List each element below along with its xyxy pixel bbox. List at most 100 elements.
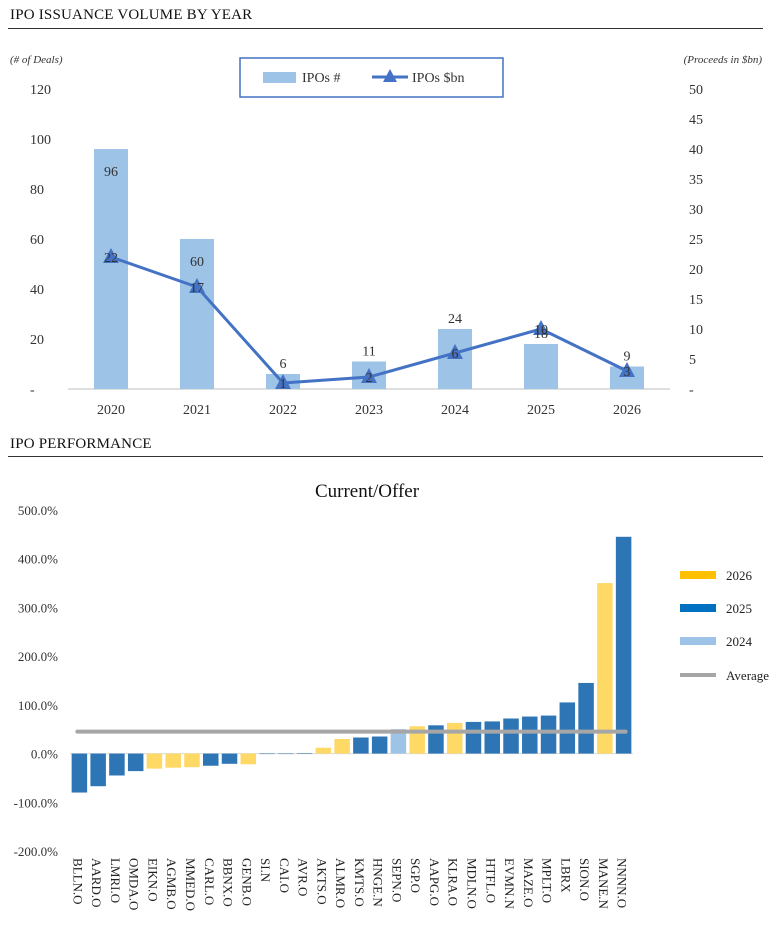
performance-bar — [165, 753, 181, 768]
legend-label: 2024 — [726, 634, 753, 649]
y-tick-label: 100.0% — [18, 698, 58, 713]
right-tick-label: 35 — [689, 173, 703, 188]
legend-label-bar: IPOs # — [302, 71, 341, 86]
x-tick-label: BLLN.O — [70, 858, 85, 905]
legend-label: 2026 — [726, 568, 753, 583]
performance-bar — [428, 725, 444, 754]
left-tick-label: 20 — [30, 333, 44, 348]
left-tick-label: 60 — [30, 233, 44, 248]
performance-bar — [240, 753, 257, 765]
left-tick-label: 80 — [30, 183, 44, 198]
x-tick-label: MANE.N — [596, 858, 611, 910]
y-tick-label: 0.0% — [31, 747, 58, 762]
line-data-label: 22 — [104, 251, 118, 266]
x-tick-label: SGP.O — [408, 858, 423, 893]
x-tick-label: KMTS.O — [352, 858, 367, 907]
bar-ipo-count — [180, 239, 214, 389]
right-tick-label: 25 — [689, 233, 703, 248]
proceeds-marker — [275, 374, 291, 389]
x-tick-label: KLRA.O — [446, 858, 461, 906]
bar-data-label: 18 — [534, 327, 548, 342]
y-tick-label: -100.0% — [14, 795, 59, 810]
right-tick-label: 15 — [689, 293, 703, 308]
x-tick-label: AGMB.O — [164, 858, 179, 910]
x-tick-label: MDLN.O — [464, 858, 479, 909]
x-tick-label: CAI.O — [277, 858, 292, 893]
performance-section-rule — [8, 456, 763, 457]
performance-bar — [109, 753, 125, 776]
x-tick-label: 2026 — [613, 403, 641, 418]
performance-bar — [296, 753, 313, 754]
legend-label: 2025 — [726, 601, 752, 616]
performance-section-title: IPO PERFORMANCE — [10, 436, 152, 452]
legend-label-line: IPOs $bn — [412, 71, 465, 86]
x-tick-label: ALMR.O — [333, 858, 348, 908]
right-tick-label: 50 — [689, 83, 703, 98]
legend-swatch — [680, 637, 716, 645]
proceeds-marker — [619, 362, 635, 377]
x-tick-label: SEPN.O — [389, 858, 404, 902]
right-tick-label: 5 — [689, 353, 696, 368]
volume-section-rule — [8, 28, 763, 29]
right-tick-label: 30 — [689, 203, 703, 218]
performance-bar — [559, 702, 576, 754]
x-tick-label: 2023 — [355, 403, 383, 418]
x-tick-label: 2021 — [183, 403, 211, 418]
x-tick-label: EVMN.N — [502, 858, 517, 910]
bar-data-label: 96 — [104, 165, 118, 180]
performance-bar — [353, 737, 369, 754]
chart-legend: IPOs # IPOs $bn — [239, 57, 504, 98]
x-tick-label: 2020 — [97, 403, 125, 418]
y-tick-label: -200.0% — [14, 844, 59, 859]
y-tick-label: 200.0% — [18, 649, 58, 664]
x-tick-label: AKTS.O — [314, 858, 329, 905]
right-tick-label: - — [689, 383, 694, 398]
performance-bar — [315, 747, 332, 754]
proceeds-marker — [189, 278, 205, 293]
performance-bar — [71, 753, 88, 793]
right-axis-title: (Proceeds in $bn) — [684, 54, 763, 66]
chart-title: Current/Offer — [315, 481, 420, 502]
performance-bar — [522, 716, 538, 754]
legend-label: Average — [726, 668, 769, 683]
performance-bar — [503, 718, 519, 754]
left-axis-title: (# of Deals) — [10, 54, 63, 66]
x-tick-label: MMED.O — [183, 858, 198, 911]
bar-data-label: 11 — [362, 345, 375, 360]
x-tick-label: AARD.O — [89, 858, 104, 907]
proceeds-marker — [361, 368, 377, 383]
performance-bar — [221, 753, 238, 764]
x-tick-label: NNNN.O — [615, 858, 630, 908]
performance-bar — [184, 753, 200, 768]
ipo-volume-chart: (# of Deals) (Proceeds in $bn) - 20 40 60 80 10… — [10, 54, 763, 418]
bar-ipo-count — [610, 366, 644, 389]
legend-swatch — [680, 571, 716, 579]
performance-bar — [90, 753, 106, 787]
line-data-label: 2 — [366, 371, 373, 386]
x-tick-label: MPLT.O — [540, 858, 555, 903]
performance-bar — [334, 738, 350, 754]
x-tick-label: HNGE.N — [371, 858, 386, 907]
x-tick-label: SION.O — [577, 858, 592, 901]
x-tick-label: 2022 — [269, 403, 297, 418]
bar-ipo-count — [94, 149, 128, 389]
performance-bar — [127, 753, 144, 772]
x-tick-label: HTFL.O — [483, 858, 498, 903]
performance-bar — [278, 753, 294, 755]
x-tick-label: CARL.O — [202, 858, 217, 905]
x-tick-label: EIKN.O — [145, 858, 160, 902]
performance-bar — [259, 753, 275, 755]
bar-data-label: 9 — [624, 350, 631, 365]
performance-bar — [484, 721, 500, 754]
x-tick-label: 2025 — [527, 403, 555, 418]
line-data-label: 1 — [280, 377, 287, 392]
bar-data-label: 24 — [448, 312, 462, 327]
performance-bar — [390, 729, 407, 754]
x-tick-label: MAZE.O — [521, 858, 536, 907]
legend-swatch — [680, 604, 716, 612]
bar-data-label: 6 — [280, 357, 287, 372]
performance-bar — [597, 583, 613, 754]
volume-section-title: IPO ISSUANCE VOLUME BY YEAR — [10, 7, 253, 23]
left-tick-label: 120 — [30, 83, 51, 98]
x-tick-label: SI.N — [258, 858, 273, 883]
